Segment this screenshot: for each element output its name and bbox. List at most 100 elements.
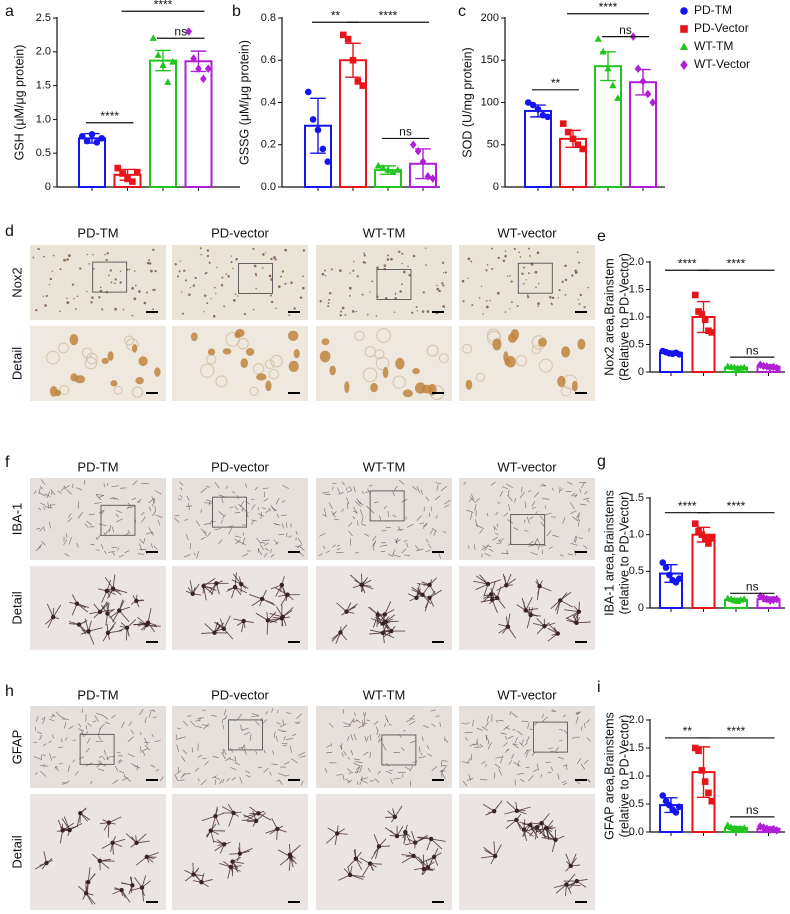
y-tick-label: 100 xyxy=(481,96,499,108)
texture xyxy=(359,766,363,773)
texture xyxy=(575,711,580,715)
texture xyxy=(263,767,269,773)
texture xyxy=(226,778,230,782)
texture xyxy=(97,579,121,603)
y-axis-label: GFAP area,Brainstems xyxy=(602,712,616,840)
point xyxy=(169,57,177,65)
texture xyxy=(342,774,345,781)
texture xyxy=(97,858,102,864)
texture xyxy=(579,488,582,493)
texture xyxy=(442,284,445,287)
texture xyxy=(527,775,534,782)
texture xyxy=(438,552,441,559)
texture xyxy=(521,486,523,493)
texture xyxy=(383,505,388,510)
point xyxy=(564,128,572,136)
texture xyxy=(485,299,488,302)
texture xyxy=(101,509,105,514)
y-tick-label: 1.0 xyxy=(629,529,644,541)
texture xyxy=(96,494,105,496)
texture xyxy=(106,820,112,825)
texture xyxy=(76,622,82,627)
texture xyxy=(427,582,432,588)
texture xyxy=(550,766,554,771)
column-label: PD-vector xyxy=(211,687,269,702)
texture xyxy=(288,535,292,538)
texture xyxy=(374,349,385,360)
texture xyxy=(189,720,196,727)
texture xyxy=(583,497,590,500)
texture xyxy=(284,248,288,252)
texture xyxy=(353,506,358,514)
texture xyxy=(557,756,564,760)
texture xyxy=(500,755,504,764)
texture xyxy=(479,743,484,748)
texture xyxy=(60,487,65,492)
texture xyxy=(52,734,54,739)
point xyxy=(569,135,577,143)
texture xyxy=(371,280,374,283)
texture xyxy=(288,360,299,373)
texture xyxy=(501,486,509,490)
texture xyxy=(587,286,589,289)
texture xyxy=(335,831,340,836)
point xyxy=(594,35,602,42)
panel-letter: d xyxy=(5,223,14,240)
texture xyxy=(116,509,123,514)
texture xyxy=(38,487,41,495)
texture xyxy=(220,284,224,287)
texture xyxy=(348,772,353,774)
point xyxy=(309,116,317,123)
texture xyxy=(328,298,331,301)
bar xyxy=(304,124,332,189)
texture xyxy=(144,854,149,860)
texture xyxy=(299,552,305,557)
texture xyxy=(245,770,250,774)
texture xyxy=(521,739,524,745)
texture xyxy=(46,350,60,365)
texture xyxy=(565,612,591,624)
texture xyxy=(59,385,70,396)
texture xyxy=(507,494,513,502)
bar xyxy=(78,137,106,189)
texture xyxy=(212,630,217,635)
texture xyxy=(527,296,530,299)
texture xyxy=(525,751,529,758)
texture xyxy=(436,484,439,491)
texture xyxy=(558,289,561,292)
texture xyxy=(223,749,227,755)
texture xyxy=(336,544,341,547)
texture xyxy=(542,498,550,500)
point xyxy=(559,120,567,127)
texture xyxy=(321,338,330,346)
texture xyxy=(540,521,546,528)
point xyxy=(662,564,670,571)
texture xyxy=(395,538,398,545)
texture xyxy=(250,520,255,525)
texture xyxy=(387,511,390,517)
texture xyxy=(211,714,217,717)
texture xyxy=(353,712,356,717)
texture xyxy=(403,554,411,557)
micrograph xyxy=(316,478,452,560)
texture xyxy=(377,733,381,738)
column-label: PD-TM xyxy=(77,225,118,240)
texture xyxy=(255,751,258,755)
point xyxy=(114,164,122,172)
texture xyxy=(260,511,263,520)
texture xyxy=(187,715,192,717)
texture xyxy=(140,511,145,516)
texture xyxy=(202,531,208,537)
point xyxy=(691,291,699,299)
texture xyxy=(362,261,366,264)
texture xyxy=(242,532,245,536)
point xyxy=(708,535,716,542)
texture xyxy=(341,481,345,486)
texture xyxy=(433,530,437,537)
texture xyxy=(408,273,412,277)
point xyxy=(675,575,683,582)
texture xyxy=(564,264,567,268)
texture xyxy=(44,304,47,307)
texture xyxy=(531,344,541,355)
point xyxy=(604,64,612,72)
